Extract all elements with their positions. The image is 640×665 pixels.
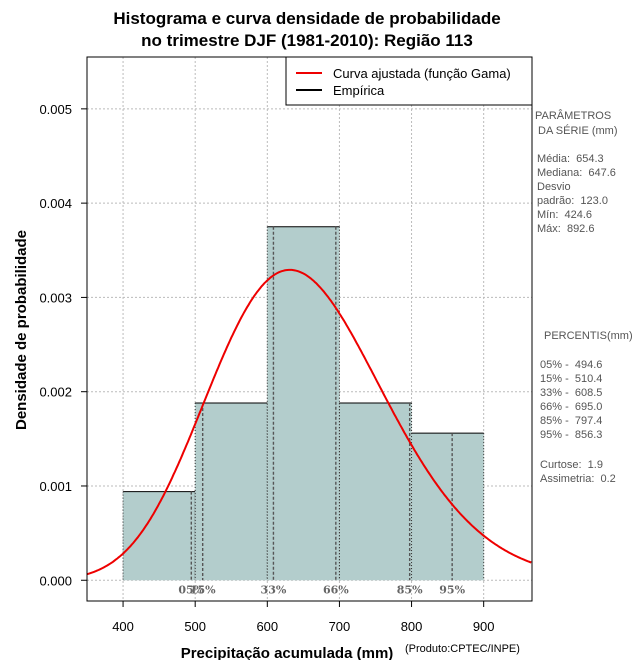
percentiles-panel: PERCENTIS(mm) 05% - 494.6 15% - 510.4 33… xyxy=(540,330,633,485)
y-tick-label: 0.001 xyxy=(39,479,72,494)
x-axis-title: Precipitação acumulada (mm) xyxy=(181,645,394,660)
series-parameters-panel: PARÂMETROS DA SÉRIE (mm) Média: 654.3 Me… xyxy=(535,109,618,235)
histogram-bar xyxy=(411,433,484,581)
y-axis-title: Densidade de probabilidade xyxy=(13,230,30,430)
stat-min: Mín: 424.6 xyxy=(537,209,592,221)
percentis-title: PERCENTIS(mm) xyxy=(544,330,633,342)
percentile-label: 15% xyxy=(190,583,216,596)
stat-desvio-line1: Desvio xyxy=(537,181,571,193)
chart-title-line1: Histograma e curva densidade de probabil… xyxy=(113,9,500,28)
x-tick-label: 700 xyxy=(329,619,351,634)
stat-p95: 95% - 856.3 xyxy=(540,429,602,441)
x-tick-label: 900 xyxy=(473,619,495,634)
params-title-line2: DA SÉRIE (mm) xyxy=(535,124,618,137)
x-tick-label: 600 xyxy=(256,619,278,634)
legend-label-curve: Curva ajustada (função Gama) xyxy=(333,66,511,81)
y-tick-label: 0.000 xyxy=(39,573,72,588)
x-tick-label: 800 xyxy=(401,619,423,634)
stat-p33: 33% - 608.5 xyxy=(540,387,602,399)
x-tick-label: 400 xyxy=(112,619,134,634)
stat-desvio-line2: padrão: 123.0 xyxy=(537,195,608,207)
stat-assimetria: Assimetria: 0.2 xyxy=(540,473,616,485)
y-tick-label: 0.005 xyxy=(39,102,72,117)
x-tick-label: 500 xyxy=(184,619,206,634)
axis-ticks: 400 500 600 700 800 900 0.000 0.001 0.002 0.003 0.… xyxy=(39,102,494,634)
y-tick-label: 0.003 xyxy=(39,290,72,305)
stat-max: Máx: 892.6 xyxy=(537,223,594,235)
percentile-label: 05% xyxy=(178,583,204,596)
percentile-label: 33% xyxy=(261,583,287,596)
histogram-bar xyxy=(339,403,412,581)
histogram-bar xyxy=(123,491,196,581)
histogram-bars xyxy=(122,226,485,581)
legend-box xyxy=(285,56,533,106)
stat-p66: 66% - 695.0 xyxy=(540,401,602,413)
percentile-markers: 05%15% 33% 66% 85% 95% xyxy=(178,226,466,596)
stat-p85: 85% - 797.4 xyxy=(540,415,602,427)
stat-curtose: Curtose: 1.9 xyxy=(540,459,603,471)
stat-p15: 15% - 510.4 xyxy=(540,373,602,385)
percentile-label: 95% xyxy=(439,583,465,596)
chart-title-line2: no trimestre DJF (1981-2010): Região 113 xyxy=(141,31,473,50)
params-title-line1: PARÂMETROS xyxy=(535,109,611,122)
product-credit: (Produto:CPTEC/INPE) xyxy=(405,643,520,655)
histogram-bar xyxy=(195,403,268,581)
percentile-label: 85% xyxy=(397,583,423,596)
legend: Curva ajustada (função Gama) Empírica xyxy=(285,56,533,106)
fitted-gamma-curve xyxy=(86,268,532,576)
stat-mediana: Mediana: 647.6 xyxy=(537,167,616,179)
stat-p05: 05% - 494.6 xyxy=(540,359,602,371)
legend-label-empirical: Empírica xyxy=(333,83,385,98)
stat-media: Média: 654.3 xyxy=(537,153,604,165)
y-tick-label: 0.004 xyxy=(39,196,72,211)
percentile-label: 66% xyxy=(323,583,349,596)
histogram-bar xyxy=(267,226,340,581)
y-tick-label: 0.002 xyxy=(39,385,72,400)
